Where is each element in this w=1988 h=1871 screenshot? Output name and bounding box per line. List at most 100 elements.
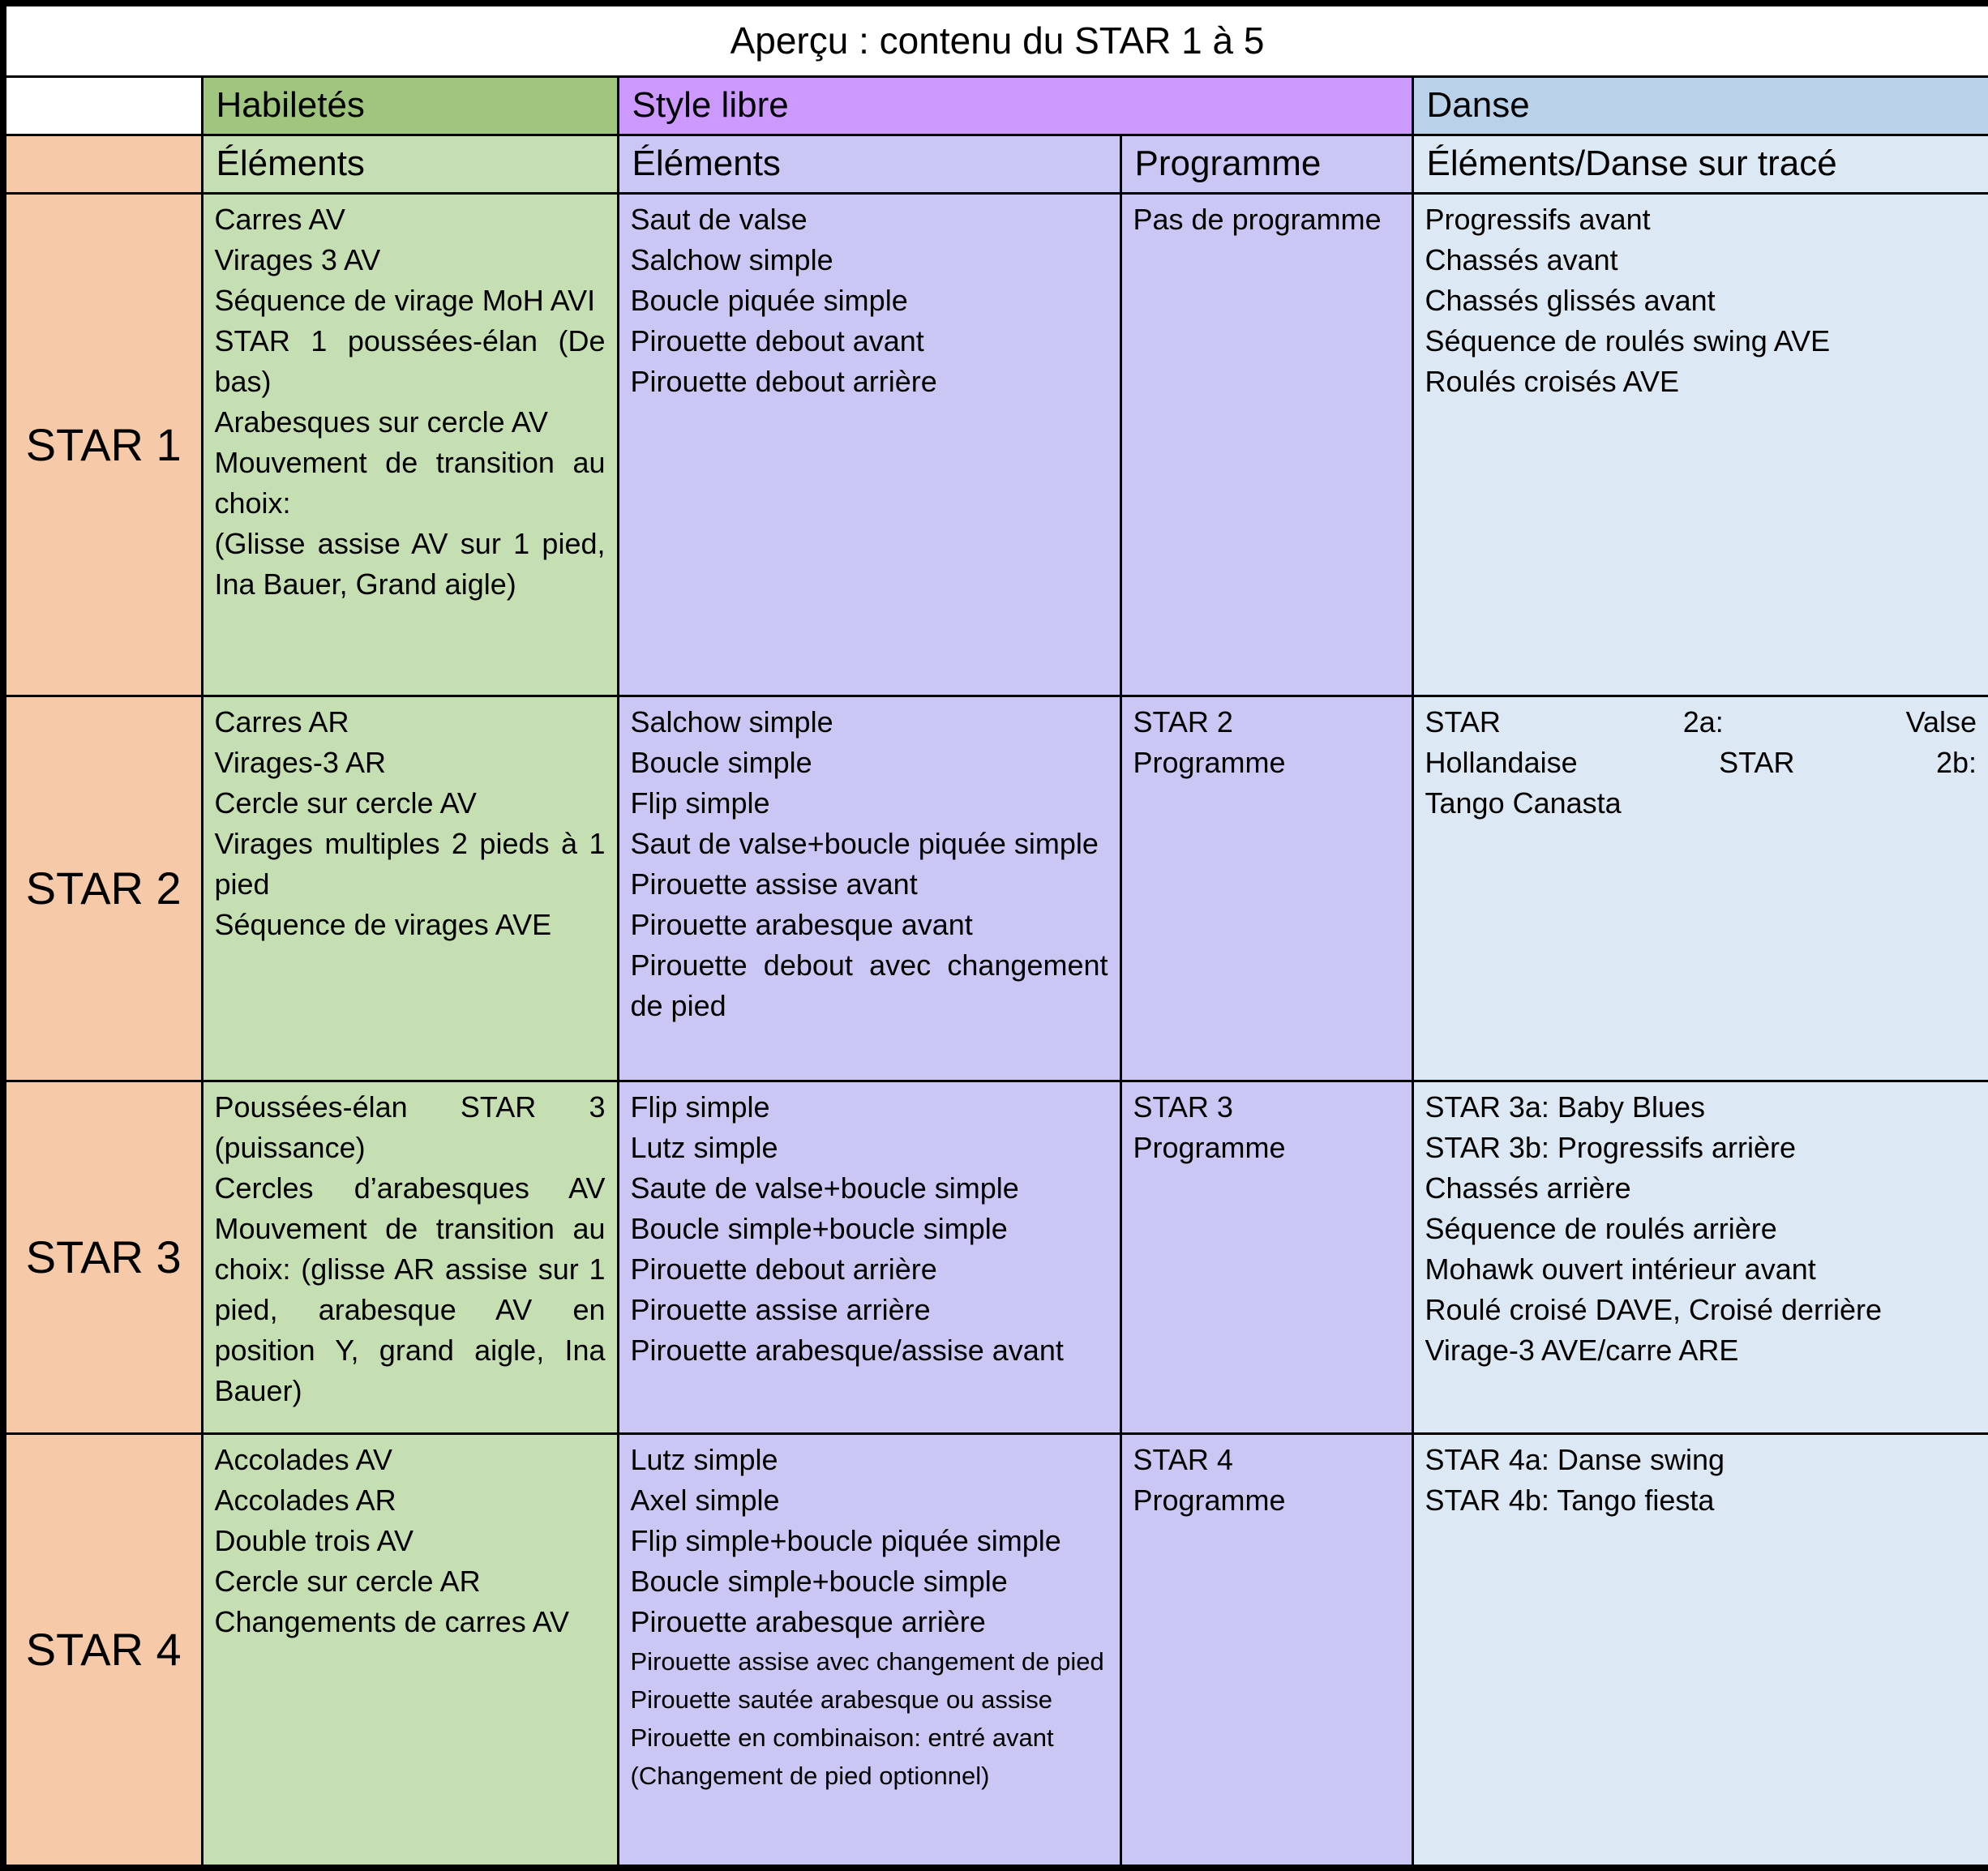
text-line: Chassés arrière (1425, 1171, 1631, 1205)
text-line: Flip simple (630, 1090, 770, 1124)
text-line: Pirouette arabesque arrière (630, 1604, 986, 1638)
page-title: Aperçu : contenu du STAR 1 à 5 (2, 2, 1988, 78)
text-line: Pirouette arabesque/assise avant (630, 1333, 1064, 1367)
text-line: Virages multiples 2 pieds à 1 pied (214, 826, 606, 901)
text-line: Pirouette debout avant (630, 323, 924, 358)
text-line: Pirouette debout avec changement de pied (630, 948, 1108, 1022)
text-line: Cercles d’arabesques AV (214, 1171, 606, 1205)
text-line: Flip simple+boucle piquée simple (630, 1523, 1061, 1557)
cell-star1-danse: Progressifs avant Chassés avant Chassés gl… (1411, 191, 1988, 697)
header-row: Habiletés Style libre Danse (2, 75, 1988, 136)
row-label-star3: STAR 3 (2, 1079, 204, 1435)
text-line: Roulés croisés AVE (1425, 364, 1679, 398)
text-line: Boucle simple (630, 745, 812, 779)
subheader-programme: Programme (1119, 133, 1414, 195)
cell-star2-danse: STAR 2a: Valse Hollandaise STAR 2b: Tango … (1411, 694, 1988, 1082)
text-line: Séquence de roulés swing AVE (1425, 323, 1831, 358)
table-row-star3: STAR 3 Poussées-élan STAR 3 (puissance) C… (2, 1079, 1988, 1435)
title-row: Aperçu : contenu du STAR 1 à 5 (2, 2, 1988, 78)
subheader-row: Éléments Éléments Programme Éléments/Dan… (2, 133, 1988, 195)
cell-star3-programme: STAR 3 Programme (1119, 1079, 1414, 1435)
corner-orange-cell (2, 133, 204, 195)
text-line: Pirouette debout arrière (630, 364, 937, 398)
text-line: STAR 4b: Tango fiesta (1425, 1483, 1715, 1517)
text-line: Séquence de roulés arrière (1425, 1211, 1777, 1245)
text-line: Lutz simple (630, 1442, 778, 1476)
cell-star2-style-libre-elements: Salchow simple Boucle simple Flip simple Sa… (616, 694, 1122, 1082)
text-line: STAR 1 poussées-élan (De bas) (214, 323, 606, 398)
text-line: Pirouette debout arrière (630, 1252, 937, 1286)
text-line: Accolades AV (214, 1442, 392, 1476)
text-line: Tango Canasta (1425, 786, 1622, 820)
text-line: Pirouette sautée arabesque ou assise (630, 1685, 1052, 1714)
text-line: Accolades AR (214, 1483, 396, 1517)
header-habiletes: Habiletés (200, 75, 619, 136)
text-line: Pirouette arabesque avant (630, 907, 973, 941)
text-line: Programme (1133, 1483, 1286, 1517)
cell-star2-programme: STAR 2 Programme (1119, 694, 1414, 1082)
text-line: Mouvement de transition au choix: (214, 445, 606, 520)
text-line: Flip simple (630, 786, 770, 820)
text-line: Mohawk ouvert intérieur avant (1425, 1252, 1816, 1286)
cell-star1-habiletes: Carres AV Virages 3 AV Séquence de virage … (200, 191, 619, 697)
subheader-elements-habiletes: Éléments (200, 133, 619, 195)
text-line: Virage-3 AVE/carre ARE (1425, 1333, 1739, 1367)
text-line: Pirouette en combinaison: entré avant (630, 1723, 1054, 1752)
text-line: Pirouette assise avec changement de pied (630, 1646, 1104, 1676)
text-line: Arabesques sur cercle AV (214, 405, 549, 439)
row-label-star4: STAR 4 (2, 1432, 204, 1869)
text-line: STAR 3 (1133, 1090, 1233, 1124)
text-line: STAR 4 (1133, 1442, 1233, 1476)
text-line: Boucle simple+boucle simple (630, 1564, 1008, 1598)
text-line: Programme (1133, 745, 1286, 779)
text-line: Changements de carres AV (214, 1604, 570, 1638)
text-line: Saute de valse+boucle simple (630, 1171, 1019, 1205)
text-line: Séquence de virages AVE (214, 907, 552, 941)
table-row-star4: STAR 4 Accolades AV Accolades AR Double tr… (2, 1432, 1988, 1869)
text-line: Cercle sur cercle AR (214, 1564, 481, 1598)
text-line: Virages-3 AR (214, 745, 386, 779)
text-line: Séquence de virage MoH AVI (214, 283, 596, 317)
text-line: STAR 3b: Progressifs arrière (1425, 1130, 1796, 1164)
text-line: Boucle piquée simple (630, 283, 908, 317)
cell-star4-habiletes: Accolades AV Accolades AR Double trois AV C… (200, 1432, 619, 1869)
row-label-star2: STAR 2 (2, 694, 204, 1082)
text-line: Pirouette assise arrière (630, 1292, 931, 1326)
text-line: Progressifs avant (1425, 202, 1651, 236)
text-line: Carres AV (214, 202, 345, 236)
text-line: Lutz simple (630, 1130, 778, 1164)
header-danse: Danse (1411, 75, 1988, 136)
cell-star4-style-libre-elements: Lutz simple Axel simple Flip simple+boucle… (616, 1432, 1122, 1869)
text-line: STAR 2 (1133, 704, 1233, 739)
text-line: Mouvement de transition au choix: (gliss… (214, 1211, 606, 1407)
text-line: (Changement de pied optionnel) (630, 1761, 990, 1790)
table-row-star2: STAR 2 Carres AR Virages-3 AR Cercle sur c… (2, 694, 1988, 1082)
cell-star1-programme: Pas de programme (1119, 191, 1414, 697)
corner-blank-cell (2, 75, 204, 136)
text-line: Saut de valse (630, 202, 808, 236)
cell-star4-danse: STAR 4a: Danse swing STAR 4b: Tango fiest… (1411, 1432, 1988, 1869)
subheader-elements-style-libre: Éléments (616, 133, 1122, 195)
text-line: Boucle simple+boucle simple (630, 1211, 1008, 1245)
cell-star3-style-libre-elements: Flip simple Lutz simple Saute de valse+bou… (616, 1079, 1122, 1435)
text-line: Programme (1133, 1130, 1286, 1164)
text-line: Roulé croisé DAVE, Croisé derrière (1425, 1292, 1883, 1326)
cell-star3-danse: STAR 3a: Baby Blues STAR 3b: Progressifs … (1411, 1079, 1988, 1435)
row-label-star1: STAR 1 (2, 191, 204, 697)
text-line: Double trois AV (214, 1523, 413, 1557)
text-line: Chassés glissés avant (1425, 283, 1716, 317)
text-line: Salchow simple (630, 242, 833, 276)
cell-star2-habiletes: Carres AR Virages-3 AR Cercle sur cercle A… (200, 694, 619, 1082)
text-line: STAR 3a: Baby Blues (1425, 1090, 1706, 1124)
cell-star1-style-libre-elements: Saut de valse Salchow simple Boucle piquée… (616, 191, 1122, 697)
text-line: Salchow simple (630, 704, 833, 739)
text-line: Poussées-élan STAR 3 (puissance) (214, 1090, 606, 1164)
cell-star3-habiletes: Poussées-élan STAR 3 (puissance) Cercles … (200, 1079, 619, 1435)
table-row-star1: STAR 1 Carres AV Virages 3 AV Séquence de … (2, 191, 1988, 697)
text-line: Axel simple (630, 1483, 780, 1517)
text-line: Virages 3 AV (214, 242, 381, 276)
subheader-elements-danse: Éléments/Danse sur tracé (1411, 133, 1988, 195)
text-line: Carres AR (214, 704, 349, 739)
text-line: Pas de programme (1133, 202, 1382, 236)
